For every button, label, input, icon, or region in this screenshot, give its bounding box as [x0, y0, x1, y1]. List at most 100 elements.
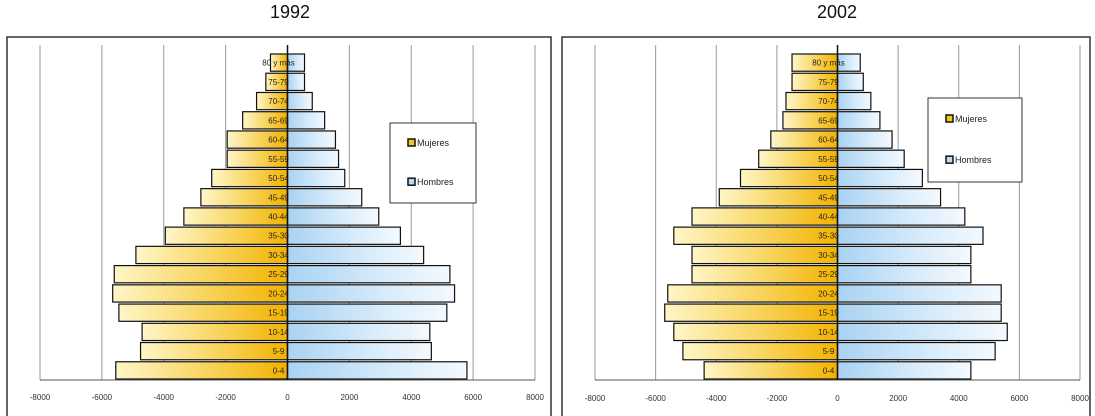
bar-mujeres: [691, 207, 839, 226]
x-tick-label: -6000: [92, 393, 113, 402]
legend-swatch: [407, 177, 416, 186]
chart-title-2002: 2002: [816, 2, 858, 22]
x-tick-label: -4000: [154, 393, 175, 402]
bar-hombres: [836, 111, 881, 130]
x-tick-label: 6000: [464, 393, 482, 402]
bar-mujeres: [691, 264, 839, 284]
bar-mujeres: [673, 226, 839, 245]
bar-hombres: [836, 91, 872, 111]
bar-hombres: [836, 322, 1008, 342]
bar-mujeres: [115, 361, 289, 380]
bar-hombres: [286, 284, 456, 303]
bar-hombres: [836, 245, 972, 265]
category-label: 0-4: [823, 366, 835, 375]
category-label: 15-19: [818, 309, 839, 318]
bar-mujeres: [118, 303, 289, 322]
legend-label: Mujeres: [417, 138, 450, 148]
x-tick-label: 2000: [340, 393, 358, 402]
bar-hombres: [286, 188, 363, 207]
x-tick-label: 8000: [1071, 394, 1089, 403]
bar-hombres: [836, 341, 996, 361]
bar-hombres: [286, 149, 340, 169]
bar-hombres: [286, 245, 425, 265]
bar-hombres: [836, 72, 864, 92]
x-tick-label: 0: [835, 394, 840, 403]
category-label: 20-24: [818, 289, 839, 298]
legend-swatch: [945, 114, 954, 123]
category-label: 40-44: [818, 213, 839, 222]
x-tick-label: 2000: [889, 394, 907, 403]
x-tick-label: -2000: [767, 394, 788, 403]
x-tick-label: 4000: [402, 393, 420, 402]
category-label: 75-79: [818, 78, 839, 87]
category-label: 45-49: [818, 193, 839, 202]
category-label: 35-30: [268, 232, 289, 241]
category-label: 5-9: [273, 347, 285, 356]
bar-hombres: [286, 322, 431, 342]
category-label: 35-30: [818, 232, 839, 241]
legend-box: [927, 97, 1023, 183]
category-label: 45-49: [268, 193, 289, 202]
bar-hombres: [286, 207, 380, 226]
bar-hombres: [836, 303, 1002, 322]
category-label: 10-14: [268, 328, 289, 337]
bar-hombres: [836, 207, 966, 226]
category-label: 30-34: [268, 251, 289, 260]
chart-title-1992: 1992: [269, 2, 311, 22]
x-tick-label: -8000: [585, 394, 606, 403]
category-label: 25-29: [268, 270, 289, 279]
bar-mujeres: [682, 341, 839, 361]
category-label: 10-14: [818, 328, 839, 337]
x-tick-label: -2000: [215, 393, 236, 402]
bar-mujeres: [673, 322, 839, 342]
bar-mujeres: [141, 322, 289, 342]
category-label: 40-44: [268, 213, 289, 222]
bar-hombres: [836, 361, 972, 380]
bar-hombres: [286, 303, 448, 322]
bar-mujeres: [664, 303, 839, 322]
category-label: 30-34: [818, 251, 839, 260]
category-label: 60-64: [818, 136, 839, 145]
bar-hombres: [286, 111, 326, 130]
category-label: 0-4: [273, 366, 285, 375]
bar-mujeres: [112, 284, 289, 303]
category-label: 50-54: [268, 174, 289, 183]
category-label: 20-24: [268, 289, 289, 298]
category-label: 50-54: [818, 174, 839, 183]
category-label: 80 y más: [812, 59, 844, 68]
category-label: 65-69: [268, 116, 289, 125]
bar-hombres: [836, 149, 905, 169]
bar-hombres: [286, 72, 306, 92]
bar-mujeres: [691, 245, 839, 265]
category-label: 80 y más: [262, 59, 294, 68]
bar-hombres: [286, 168, 346, 188]
category-label: 55-59: [268, 155, 289, 164]
bar-hombres: [286, 341, 432, 361]
bar-hombres: [836, 264, 972, 284]
x-tick-label: -6000: [645, 394, 666, 403]
x-tick-label: 6000: [1010, 394, 1028, 403]
category-label: 70-74: [268, 97, 289, 106]
bar-mujeres: [139, 341, 289, 361]
bar-hombres: [836, 130, 893, 149]
bar-hombres: [836, 284, 1002, 303]
category-label: 65-69: [818, 116, 839, 125]
bar-mujeres: [135, 245, 289, 265]
category-label: 60-64: [268, 136, 289, 145]
bar-hombres: [286, 264, 451, 284]
category-label: 15-19: [268, 309, 289, 318]
bar-mujeres: [703, 361, 839, 380]
bar-mujeres: [667, 284, 839, 303]
legend-swatch: [945, 155, 954, 164]
bar-hombres: [836, 226, 984, 245]
bar-hombres: [836, 168, 923, 188]
bar-hombres: [286, 226, 402, 245]
bar-hombres: [286, 361, 468, 380]
legend-label: Mujeres: [955, 114, 988, 124]
category-label: 70-74: [818, 97, 839, 106]
legend-box: [389, 122, 477, 204]
category-label: 75-79: [268, 78, 289, 87]
legend-swatch: [407, 138, 416, 147]
category-label: 5-9: [823, 347, 835, 356]
